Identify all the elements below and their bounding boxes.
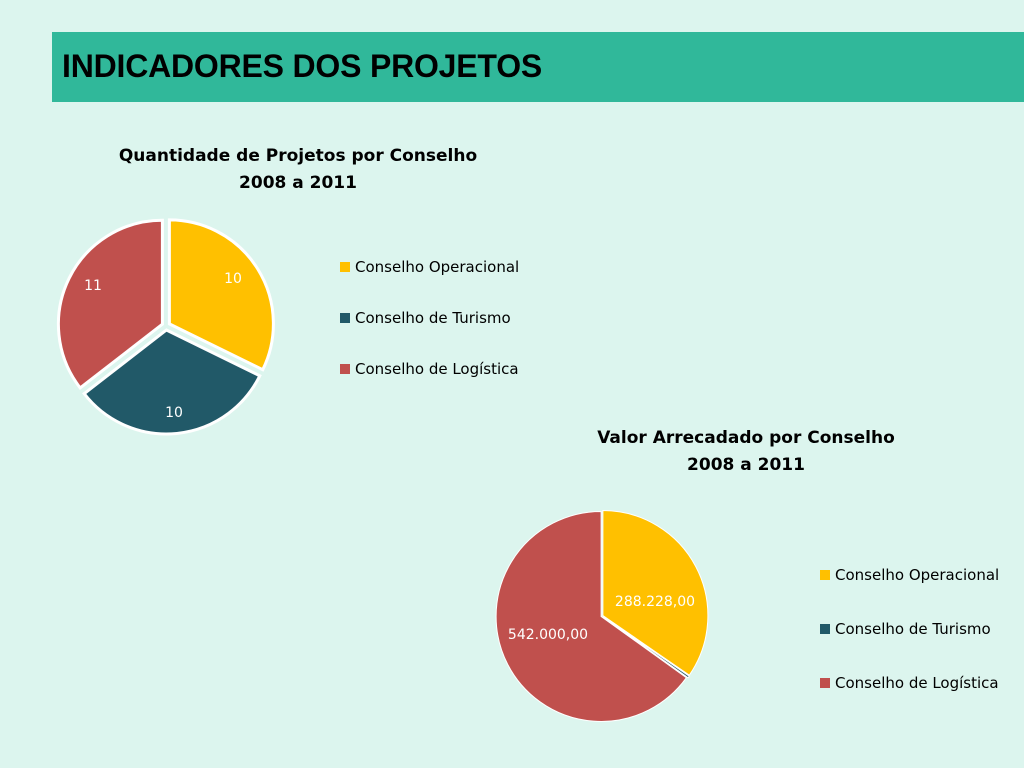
pie-slices bbox=[56, 218, 275, 436]
pie-slice-1 bbox=[602, 510, 709, 676]
pie-data-labels: 10 10 11 bbox=[84, 271, 242, 421]
legend-item-1: Conselho Operacional bbox=[340, 258, 519, 276]
legend-label: Conselho de Turismo bbox=[835, 620, 991, 638]
pie-slice-1 bbox=[167, 218, 275, 372]
pie-slice-3 bbox=[56, 218, 164, 391]
data-label-2: 10 bbox=[165, 405, 183, 421]
legend-swatch bbox=[340, 313, 350, 323]
data-label-3: 11 bbox=[84, 278, 102, 294]
pie-chart-quantidade: Quantidade de Projetos por Conselho 2008… bbox=[56, 146, 519, 436]
pie-slices bbox=[495, 510, 709, 722]
legend-swatch bbox=[340, 262, 350, 272]
pie-data-labels: 288.228,00 542.000,00 bbox=[508, 594, 695, 643]
chart-title-line-2: 2008 a 2011 bbox=[687, 455, 805, 475]
legend-item-3: Conselho de Logística bbox=[340, 360, 519, 378]
legend-label: Conselho Operacional bbox=[355, 258, 519, 276]
legend-item-2: Conselho de Turismo bbox=[340, 309, 511, 327]
legend-label: Conselho de Logística bbox=[835, 674, 999, 692]
page-title: INDICADORES DOS PROJETOS bbox=[62, 48, 543, 84]
chart-legend: Conselho Operacional Conselho de Turismo C… bbox=[820, 566, 999, 692]
chart-title-line-1: Quantidade de Projetos por Conselho bbox=[119, 146, 477, 166]
legend-label: Conselho de Logística bbox=[355, 360, 519, 378]
legend-label: Conselho Operacional bbox=[835, 566, 999, 584]
legend-label: Conselho de Turismo bbox=[355, 309, 511, 327]
data-label-1: 10 bbox=[224, 271, 242, 287]
legend-swatch bbox=[820, 624, 830, 634]
legend-item-3: Conselho de Logística bbox=[820, 674, 999, 692]
pie-slice-2 bbox=[602, 616, 690, 679]
chart-legend: Conselho Operacional Conselho de Turismo C… bbox=[340, 258, 519, 378]
pie-chart-valor: Valor Arrecadado por Conselho 2008 a 201… bbox=[495, 428, 999, 722]
chart-title-line-2: 2008 a 2011 bbox=[239, 173, 357, 193]
data-label-1: 288.228,00 bbox=[615, 594, 695, 610]
title-bar: INDICADORES DOS PROJETOS bbox=[52, 32, 1024, 102]
legend-item-2: Conselho de Turismo bbox=[820, 620, 991, 638]
legend-item-1: Conselho Operacional bbox=[820, 566, 999, 584]
legend-swatch bbox=[340, 364, 350, 374]
pie-slice-3 bbox=[495, 510, 688, 722]
data-label-3: 542.000,00 bbox=[508, 627, 588, 643]
pie-slice-2 bbox=[82, 328, 262, 436]
chart-title-line-1: Valor Arrecadado por Conselho bbox=[597, 428, 895, 448]
legend-swatch bbox=[820, 570, 830, 580]
legend-swatch bbox=[820, 678, 830, 688]
